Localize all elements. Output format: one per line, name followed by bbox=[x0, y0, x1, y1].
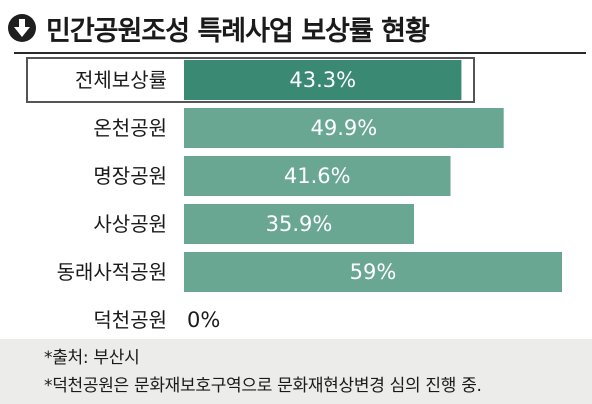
category-label: 온천공원 bbox=[93, 116, 167, 140]
bar bbox=[184, 156, 451, 196]
value-label: 0% bbox=[187, 308, 220, 332]
category-label: 동래사적공원 bbox=[57, 260, 167, 284]
bar bbox=[184, 108, 504, 148]
category-label: 전체보상률 bbox=[75, 68, 167, 92]
value-label: 59% bbox=[350, 260, 397, 284]
down-arrow-circle-icon bbox=[8, 14, 36, 42]
value-label: 41.6% bbox=[284, 164, 351, 188]
category-label: 덕천공원 bbox=[93, 308, 167, 332]
category-label: 사상공원 bbox=[93, 212, 167, 236]
bar bbox=[184, 60, 462, 100]
chart-title: 민간공원조성 특례사업 보상률 현황 bbox=[8, 8, 430, 48]
category-label: 명장공원 bbox=[93, 164, 167, 188]
highlight-frame bbox=[26, 57, 475, 103]
bar-chart: 전체보상률 43.3% 온천공원 49.9% 명장공원 41.6% 사상공원 35.9% 동래사… bbox=[26, 57, 562, 332]
title-divider bbox=[14, 52, 586, 54]
bar bbox=[184, 204, 415, 244]
value-label: 49.9% bbox=[310, 116, 377, 140]
value-label: 35.9% bbox=[266, 212, 333, 236]
footnotes-panel: *출처: 부산시 *덕천공원은 문화재보호구역으로 문화재현상변경 심의 진행 … bbox=[0, 339, 592, 404]
chart-title-text: 민간공원조성 특례사업 보상률 현황 bbox=[46, 15, 430, 47]
footnote-note: *덕천공원은 문화재보호구역으로 문화재현상변경 심의 진행 중. bbox=[44, 376, 482, 396]
bar bbox=[184, 252, 562, 292]
value-label: 43.3% bbox=[289, 68, 356, 92]
footnote-source: *출처: 부산시 bbox=[44, 348, 140, 368]
